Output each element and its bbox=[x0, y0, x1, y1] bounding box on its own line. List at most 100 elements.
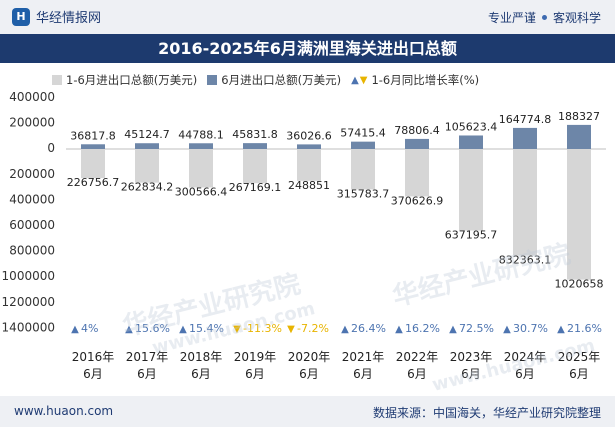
data-label-cumulative: 1020658 bbox=[555, 278, 604, 291]
y-tick-label: 800000 bbox=[9, 244, 55, 258]
legend-item-june: 6月进出口总额(万美元) bbox=[207, 72, 341, 88]
data-label-growth: 72.5% bbox=[459, 322, 494, 335]
y-tick-label: 200000 bbox=[9, 167, 55, 181]
bar-chart: 400000 200000 0 200000 400000 600000 800000 100… bbox=[2, 90, 606, 381]
x-tick-label-month: 6月 bbox=[137, 367, 157, 381]
bullet-dot-icon bbox=[541, 15, 547, 20]
bar-june bbox=[459, 135, 483, 149]
growth-up-triangle-icon: ▲ bbox=[179, 324, 187, 335]
logo-icon: H bbox=[12, 7, 30, 26]
data-label-june: 45124.7 bbox=[124, 128, 170, 141]
growth-down-triangle-icon: ▼ bbox=[287, 324, 295, 335]
x-tick-label-month: 6月 bbox=[299, 367, 319, 381]
x-tick-label: 2024年 bbox=[504, 350, 547, 364]
x-tick-label: 2016年 bbox=[72, 350, 115, 364]
data-label-growth: 21.6% bbox=[567, 322, 602, 335]
legend-label-june: 6月进出口总额(万美元) bbox=[221, 73, 342, 87]
bar-cumulative bbox=[405, 149, 429, 197]
data-label-cumulative: 315783.7 bbox=[337, 187, 390, 200]
data-label-growth: 4% bbox=[81, 322, 98, 335]
bar-june bbox=[351, 141, 375, 149]
bar-cumulative bbox=[567, 149, 591, 280]
x-tick-label-month: 6月 bbox=[83, 367, 103, 381]
triangle-up-icon: ▲ bbox=[351, 74, 359, 86]
data-label-cumulative: 300566.4 bbox=[175, 185, 228, 198]
bar-cumulative bbox=[243, 149, 267, 184]
bar-june bbox=[513, 127, 537, 149]
data-label-june: 36026.6 bbox=[286, 129, 332, 142]
growth-up-triangle-icon: ▲ bbox=[125, 324, 133, 335]
footer-bar: www.huaon.com 数据来源：中国海关，华经产业研究院整理 bbox=[0, 396, 615, 427]
data-label-june: 105623.4 bbox=[445, 120, 498, 133]
data-label-growth: -7.2% bbox=[297, 322, 329, 335]
y-tick-label: 1000000 bbox=[2, 269, 55, 283]
header-bar: H 华经情报网 专业严谨 客观科学 bbox=[0, 0, 615, 34]
data-label-june: 45831.8 bbox=[232, 128, 278, 141]
growth-up-triangle-icon: ▲ bbox=[449, 324, 457, 335]
growth-down-triangle-icon: ▼ bbox=[233, 324, 241, 335]
bar-june bbox=[297, 144, 321, 149]
x-tick-label: 2023年 bbox=[450, 350, 493, 364]
data-label-growth: 15.4% bbox=[189, 322, 224, 335]
growth-up-triangle-icon: ▲ bbox=[395, 324, 403, 335]
y-tick-label: 400000 bbox=[9, 192, 55, 206]
data-label-growth: 15.6% bbox=[135, 322, 170, 335]
bar-june bbox=[567, 124, 591, 149]
bar-cumulative bbox=[135, 149, 159, 183]
y-tick-label: 600000 bbox=[9, 218, 55, 232]
data-label-june: 78806.4 bbox=[394, 124, 440, 137]
bar-june bbox=[189, 143, 213, 149]
data-label-cumulative: 262834.2 bbox=[121, 181, 174, 194]
bar-cumulative bbox=[81, 149, 105, 179]
data-label-growth: 30.7% bbox=[513, 322, 548, 335]
bar-cumulative bbox=[297, 149, 321, 181]
tag-professional: 专业严谨 bbox=[487, 11, 536, 25]
legend-item-growth: ▲ ▼ 1-6月同比增长率(%) bbox=[351, 72, 479, 88]
data-label-cumulative: 226756.7 bbox=[67, 176, 120, 189]
y-tick-label: 0 bbox=[47, 141, 55, 155]
legend-swatch-june bbox=[207, 75, 218, 85]
footer-website-link[interactable]: www.huaon.com bbox=[14, 404, 114, 418]
x-tick-label: 2022年 bbox=[396, 350, 439, 364]
chart-legend: 1-6月进出口总额(万美元) 6月进出口总额(万美元) ▲ ▼ 1-6月同比增长… bbox=[52, 72, 489, 88]
x-tick-label-month: 6月 bbox=[569, 367, 589, 381]
x-tick-label-month: 6月 bbox=[245, 367, 265, 381]
data-label-cumulative: 370626.9 bbox=[391, 194, 444, 207]
bar-cumulative bbox=[189, 149, 213, 188]
legend-label-cumulative: 1-6月进出口总额(万美元) bbox=[66, 73, 198, 87]
x-tick-label: 2021年 bbox=[342, 350, 385, 364]
brand-logo[interactable]: H 华经情报网 bbox=[12, 7, 101, 26]
bar-june bbox=[135, 143, 159, 149]
growth-up-triangle-icon: ▲ bbox=[503, 324, 511, 335]
data-label-june: 36817.8 bbox=[70, 129, 116, 142]
x-tick-label: 2025年 bbox=[558, 350, 601, 364]
x-tick-label: 2019年 bbox=[234, 350, 277, 364]
data-label-june: 57415.4 bbox=[340, 127, 386, 140]
footer-source: 数据来源：中国海关，华经产业研究院整理 bbox=[372, 406, 601, 420]
bar-cumulative bbox=[459, 149, 483, 231]
bar-june bbox=[81, 144, 105, 149]
growth-up-triangle-icon: ▲ bbox=[557, 324, 565, 335]
x-tick-label-month: 6月 bbox=[515, 367, 535, 381]
growth-up-triangle-icon: ▲ bbox=[71, 324, 79, 335]
data-label-cumulative: 248851 bbox=[288, 179, 330, 192]
growth-up-triangle-icon: ▲ bbox=[341, 324, 349, 335]
triangle-down-icon: ▼ bbox=[359, 74, 368, 86]
x-tick-label: 2018年 bbox=[180, 350, 223, 364]
data-label-june: 44788.1 bbox=[178, 128, 224, 141]
data-label-cumulative: 267169.1 bbox=[229, 181, 282, 194]
bar-cumulative bbox=[513, 149, 537, 256]
data-label-cumulative: 832363.1 bbox=[499, 254, 552, 267]
legend-swatch-cumulative bbox=[52, 75, 62, 85]
x-tick-label: 2017年 bbox=[126, 350, 169, 364]
bar-june bbox=[243, 143, 267, 149]
tag-objective: 客观科学 bbox=[552, 11, 601, 25]
data-label-cumulative: 637195.7 bbox=[445, 229, 498, 242]
data-label-june: 188327 bbox=[558, 110, 600, 123]
data-label-growth: 26.4% bbox=[351, 322, 386, 335]
x-tick-label: 2020年 bbox=[288, 350, 331, 364]
logo-text: 华经情报网 bbox=[36, 11, 102, 26]
bar-june bbox=[405, 138, 429, 149]
bar-cumulative bbox=[351, 149, 375, 190]
